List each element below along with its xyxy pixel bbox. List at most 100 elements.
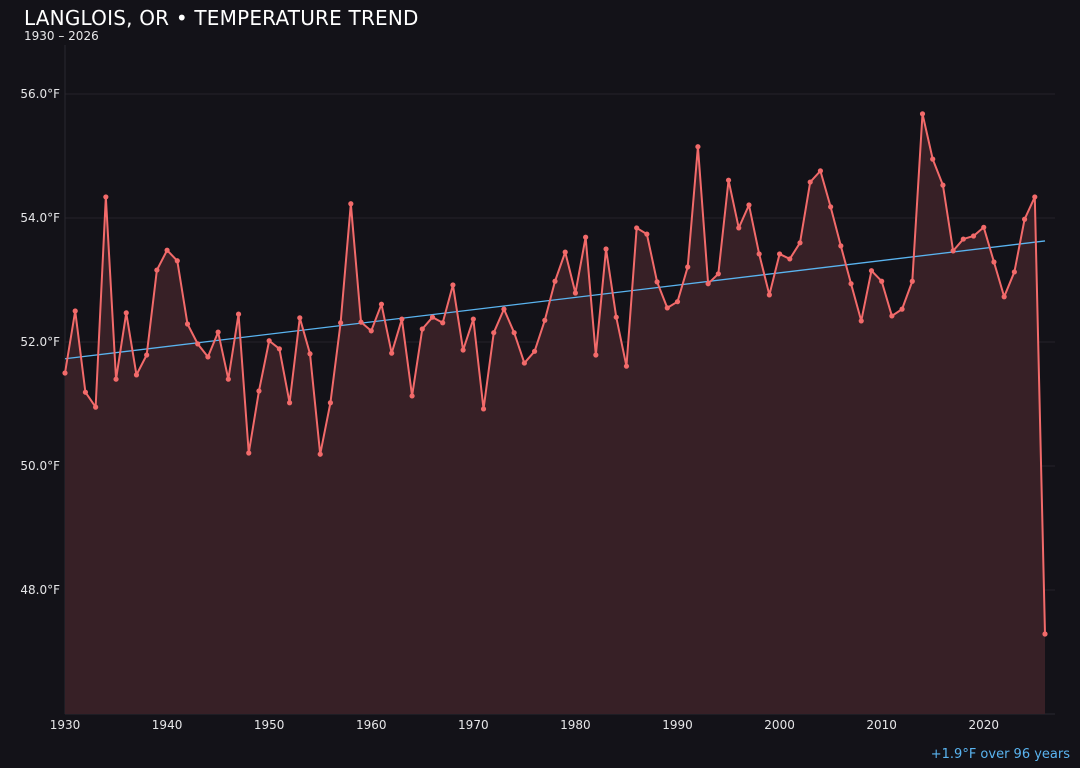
data-point [644,231,650,237]
data-point [787,256,793,262]
data-point [358,319,364,325]
data-point [542,317,548,323]
data-point [746,202,752,208]
data-point [82,389,89,395]
data-point [307,351,313,357]
data-point [909,278,915,284]
data-point [1021,216,1028,222]
data-point [195,341,201,347]
area-fill [65,113,1045,715]
data-point [583,234,589,240]
data-point [1011,269,1017,275]
data-point [970,233,977,239]
y-tick-label: 52.0°F [20,335,60,349]
data-point [72,308,78,314]
data-point [266,338,272,344]
data-point [858,318,864,324]
data-point [368,328,374,334]
data-point [246,450,252,456]
data-point [1042,631,1048,637]
data-point [654,279,660,285]
x-tick-label: 1960 [356,718,387,732]
data-point [797,240,803,246]
data-point [674,299,681,305]
data-point [828,204,834,210]
data-point [613,314,619,320]
data-point [807,179,813,185]
data-point [623,363,630,369]
data-point [521,360,527,366]
data-point [205,354,211,360]
data-point [286,400,293,406]
data-point [491,330,497,336]
data-point [225,376,231,382]
data-point [348,201,354,207]
data-point [756,251,762,257]
x-tick-label: 2010 [866,718,897,732]
data-point [215,329,221,335]
data-point [634,225,640,231]
data-point [470,316,476,322]
data-point [838,243,844,249]
data-point [868,268,875,274]
x-tick-label: 1940 [152,718,183,732]
data-point [480,406,487,412]
data-point [531,348,538,354]
x-tick-label: 1980 [560,718,591,732]
data-point [879,278,885,284]
data-point [950,248,956,254]
data-point [378,301,385,307]
data-point [848,281,854,287]
data-point [940,182,946,188]
data-point [133,372,140,378]
y-tick-label: 50.0°F [20,459,60,473]
trend-line [64,240,1046,360]
x-tick-label: 2000 [764,718,795,732]
data-point [317,451,323,457]
trend-annotation: +1.9°F over 96 years [930,747,1070,762]
data-point [399,316,405,322]
data-point [338,320,344,326]
data-point [297,315,303,321]
data-point [164,247,170,253]
data-point [981,224,987,230]
data-point [409,393,415,399]
data-point [715,271,721,277]
data-point [154,267,160,273]
data-point [695,144,701,150]
data-point [327,400,334,406]
data-point [144,352,150,358]
y-tick-label: 48.0°F [20,583,60,597]
x-tick-label: 2020 [968,718,999,732]
data-point [930,156,936,162]
y-tick-label: 54.0°F [20,211,60,225]
y-tick-label: 56.0°F [20,87,60,101]
data-point [174,258,180,264]
data-point [389,350,395,356]
data-point [603,246,609,252]
x-tick-label: 1950 [254,718,285,732]
data-point [256,388,262,394]
data-point [899,306,905,312]
data-point [776,251,783,257]
data-point [991,259,997,265]
chart-subtitle: 1930 – 2026 [24,29,99,43]
data-point [889,313,895,319]
data-point [93,404,99,410]
x-tick-label: 1930 [50,718,81,732]
x-tick-label: 1970 [458,718,489,732]
data-point [593,352,599,358]
chart-title: LANGLOIS, OR • TEMPERATURE TREND [24,6,419,30]
x-tick-label: 1990 [662,718,693,732]
data-point [511,330,517,336]
data-point [235,311,242,317]
data-point [960,236,966,242]
data-point [501,306,507,312]
data-point [736,225,742,231]
data-point [705,281,711,287]
data-point [276,346,282,352]
data-point [184,321,191,327]
data-point [103,194,109,200]
data-point [123,310,129,316]
